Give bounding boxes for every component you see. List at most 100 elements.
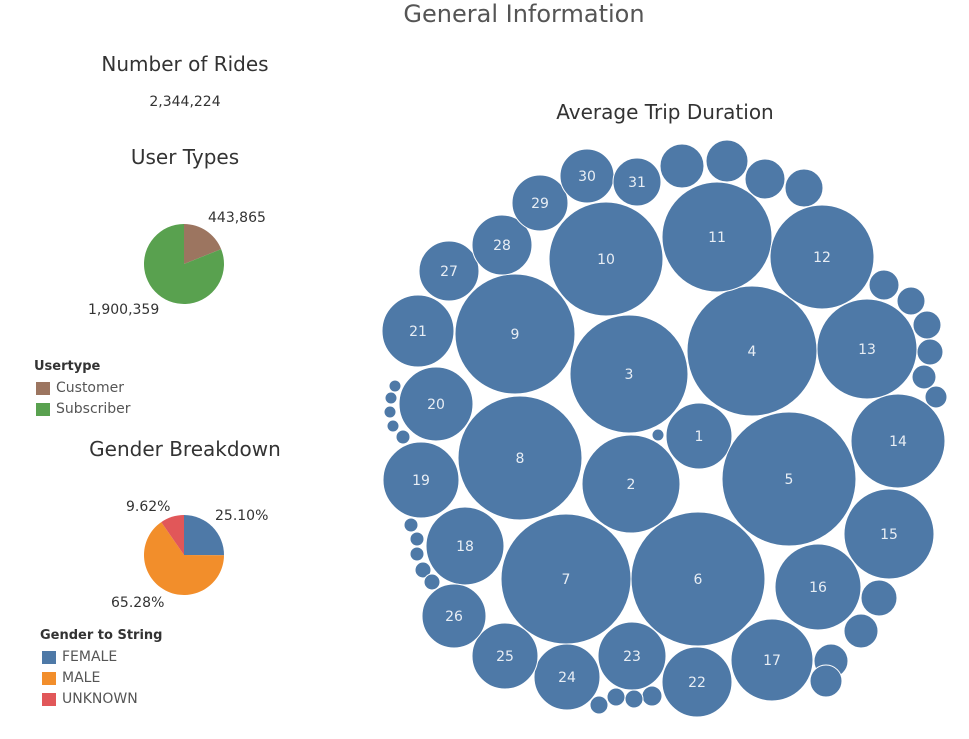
user-types-label-customer: 443,865 bbox=[208, 210, 266, 226]
gender-label-male: 65.28% bbox=[111, 595, 164, 611]
bubble-20[interactable] bbox=[398, 366, 474, 442]
bubble-23[interactable] bbox=[597, 621, 667, 691]
gender-legend-title: Gender to String bbox=[40, 628, 163, 643]
bubble-unlabeled[interactable] bbox=[386, 419, 400, 433]
pie-slice-customer[interactable] bbox=[184, 224, 222, 264]
bubble-unlabeled[interactable] bbox=[809, 664, 843, 698]
bubble-unlabeled[interactable] bbox=[414, 561, 432, 579]
bubble-19[interactable] bbox=[382, 441, 460, 519]
bubble-28[interactable] bbox=[471, 214, 533, 276]
bubble-unlabeled[interactable] bbox=[651, 428, 665, 442]
bubble-unlabeled[interactable] bbox=[911, 364, 937, 390]
female-swatch bbox=[42, 650, 56, 664]
legend-label-subscriber: Subscriber bbox=[56, 401, 131, 417]
bubble-9[interactable] bbox=[454, 273, 576, 395]
bubble-unlabeled[interactable] bbox=[384, 391, 398, 405]
bubble-5[interactable] bbox=[721, 411, 857, 547]
bubble-26[interactable] bbox=[421, 583, 487, 649]
bubble-10[interactable] bbox=[548, 201, 664, 317]
bubble-unlabeled[interactable] bbox=[843, 613, 879, 649]
bubble-unlabeled[interactable] bbox=[868, 269, 900, 301]
bubble-unlabeled[interactable] bbox=[860, 579, 898, 617]
bubble-unlabeled[interactable] bbox=[924, 385, 948, 409]
bubble-31[interactable] bbox=[612, 157, 662, 207]
bubble-label-4: 4 bbox=[748, 344, 757, 360]
bubble-18[interactable] bbox=[425, 506, 505, 586]
trip-duration-title: Average Trip Duration bbox=[556, 100, 774, 124]
bubble-label-13: 13 bbox=[858, 342, 876, 358]
legend-item-male[interactable]: MALE bbox=[42, 670, 100, 686]
legend-item-customer[interactable]: Customer bbox=[36, 380, 124, 396]
bubble-unlabeled[interactable] bbox=[423, 573, 441, 591]
bubble-3[interactable] bbox=[569, 314, 689, 434]
bubble-8[interactable] bbox=[457, 395, 583, 521]
page-title: General Information bbox=[403, 0, 645, 28]
bubble-unlabeled[interactable] bbox=[659, 143, 705, 189]
bubble-unlabeled[interactable] bbox=[409, 531, 425, 547]
bubble-21[interactable] bbox=[381, 294, 455, 368]
legend-item-subscriber[interactable]: Subscriber bbox=[36, 401, 131, 417]
bubble-unlabeled[interactable] bbox=[641, 685, 663, 707]
unknown-swatch bbox=[42, 692, 56, 706]
bubble-label-29: 29 bbox=[531, 196, 549, 212]
bubble-unlabeled[interactable] bbox=[624, 689, 644, 709]
rides-title: Number of Rides bbox=[101, 52, 269, 76]
bubble-label-16: 16 bbox=[809, 580, 827, 596]
bubble-unlabeled[interactable] bbox=[589, 695, 609, 715]
bubble-1[interactable] bbox=[665, 402, 733, 470]
bubble-unlabeled[interactable] bbox=[403, 517, 419, 533]
bubble-13[interactable] bbox=[816, 298, 918, 400]
bubble-unlabeled[interactable] bbox=[896, 286, 926, 316]
pie-slice-female[interactable] bbox=[184, 515, 224, 556]
pie-slice-subscriber[interactable] bbox=[144, 224, 225, 304]
bubble-unlabeled[interactable] bbox=[705, 139, 749, 183]
bubble-label-30: 30 bbox=[578, 169, 596, 185]
bubble-14[interactable] bbox=[850, 393, 946, 489]
bubble-label-15: 15 bbox=[880, 527, 898, 543]
customer-swatch bbox=[36, 381, 50, 395]
bubble-label-31: 31 bbox=[628, 175, 646, 191]
bubble-29[interactable] bbox=[511, 174, 569, 232]
bubble-unlabeled[interactable] bbox=[912, 310, 942, 340]
bubble-unlabeled[interactable] bbox=[388, 379, 402, 393]
pie-slice-unknown[interactable] bbox=[161, 515, 184, 555]
bubble-unlabeled[interactable] bbox=[395, 429, 411, 445]
pie-slice-male[interactable] bbox=[144, 522, 224, 595]
bubble-17[interactable] bbox=[730, 618, 814, 702]
bubble-22[interactable] bbox=[661, 646, 733, 718]
user-types-pie-chart: 443,865 1,900,359 bbox=[88, 210, 266, 318]
bubble-label-7: 7 bbox=[562, 572, 571, 588]
bubble-unlabeled[interactable] bbox=[744, 158, 786, 200]
bubble-label-1: 1 bbox=[695, 429, 704, 445]
bubble-label-3: 3 bbox=[625, 367, 634, 383]
user-types-label-subscriber: 1,900,359 bbox=[88, 302, 159, 318]
bubble-unlabeled[interactable] bbox=[383, 405, 397, 419]
gender-label-unknown: 9.62% bbox=[126, 499, 170, 515]
legend-item-female[interactable]: FEMALE bbox=[42, 649, 117, 665]
trip-duration-bubble-chart: 1234567891011121314151617181920212223242… bbox=[381, 139, 948, 718]
legend-item-unknown[interactable]: UNKNOWN bbox=[42, 691, 138, 707]
bubble-24[interactable] bbox=[533, 643, 601, 711]
bubble-label-25: 25 bbox=[496, 649, 514, 665]
user-types-title: User Types bbox=[130, 145, 240, 169]
bubble-label-12: 12 bbox=[813, 250, 831, 266]
bubble-unlabeled[interactable] bbox=[916, 338, 944, 366]
bubble-label-18: 18 bbox=[456, 539, 474, 555]
legend-label-customer: Customer bbox=[56, 380, 125, 396]
bubble-2[interactable] bbox=[581, 434, 681, 534]
bubble-label-8: 8 bbox=[516, 451, 525, 467]
subscriber-swatch bbox=[36, 402, 50, 416]
bubble-16[interactable] bbox=[774, 543, 862, 631]
bubble-unlabeled[interactable] bbox=[784, 168, 824, 208]
bubble-unlabeled[interactable] bbox=[409, 546, 425, 562]
bubble-11[interactable] bbox=[661, 181, 773, 293]
bubble-label-24: 24 bbox=[558, 670, 576, 686]
bubble-27[interactable] bbox=[418, 240, 480, 302]
bubble-label-26: 26 bbox=[445, 609, 463, 625]
bubble-12[interactable] bbox=[769, 204, 875, 310]
bubble-label-21: 21 bbox=[409, 324, 427, 340]
bubble-unlabeled[interactable] bbox=[606, 687, 626, 707]
bubble-25[interactable] bbox=[471, 622, 539, 690]
rides-value: 2,344,224 bbox=[149, 94, 221, 110]
bubble-15[interactable] bbox=[843, 488, 935, 580]
